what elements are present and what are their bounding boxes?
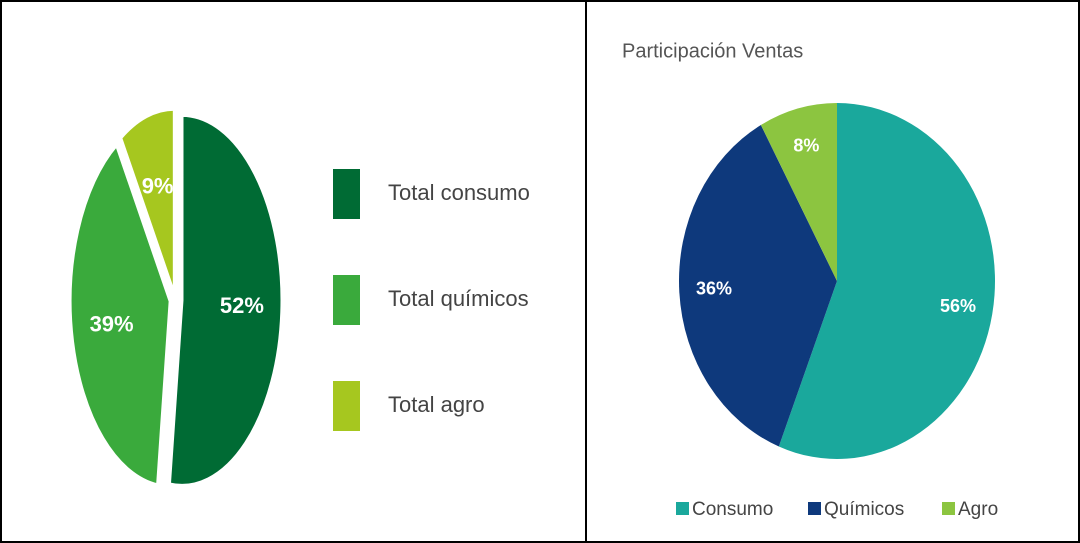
legend-swatch [942, 502, 955, 515]
legend-swatch [808, 502, 821, 515]
legend-swatch [333, 275, 360, 325]
pie-slice [760, 103, 837, 281]
chart-title: Participación Ventas [622, 40, 803, 62]
pie-slice [68, 142, 172, 487]
legend-label: Agro [958, 499, 998, 520]
data-label: 9% [142, 173, 174, 198]
legend-swatch [333, 169, 360, 219]
legend-label: Total agro [388, 392, 485, 417]
legend-label: Químicos [824, 499, 904, 520]
pie-slice [778, 103, 996, 460]
data-label: 8% [793, 135, 819, 155]
legend-label: Total químicos [388, 286, 529, 311]
data-label: 39% [90, 311, 134, 336]
pie-slice [119, 107, 176, 295]
legend-swatch [676, 502, 689, 515]
legend-swatch [333, 381, 360, 431]
legend-label: Consumo [692, 499, 773, 520]
data-label: 56% [940, 296, 976, 316]
pie-slice [167, 113, 284, 487]
data-label: 52% [220, 293, 264, 318]
pie-slice [678, 125, 837, 447]
legend-label: Total consumo [388, 180, 530, 205]
data-label: 36% [696, 278, 732, 298]
